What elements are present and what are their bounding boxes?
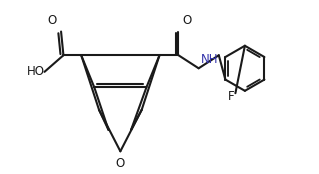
Text: O: O [47,14,56,27]
Text: O: O [116,157,125,170]
Text: O: O [182,14,191,27]
Text: F: F [228,90,234,103]
Text: NH: NH [201,53,218,66]
Text: HO: HO [26,65,44,78]
